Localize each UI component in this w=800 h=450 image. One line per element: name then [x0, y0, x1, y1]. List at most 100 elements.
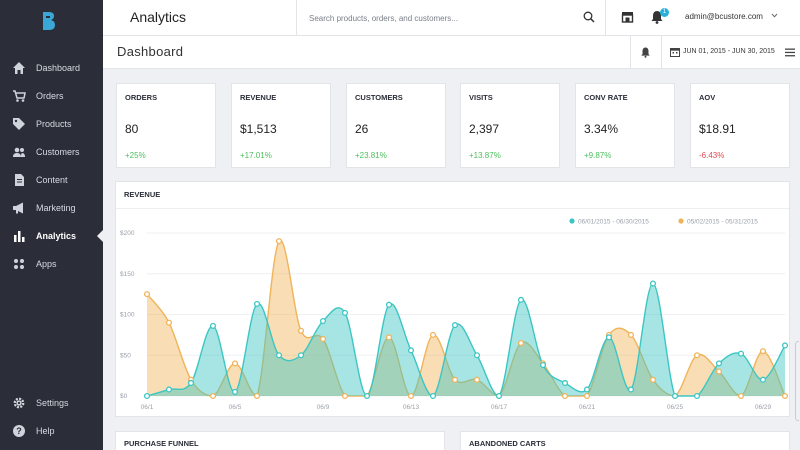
sidebar-item-content[interactable]: Content — [0, 169, 103, 191]
page-title: Dashboard — [117, 44, 184, 59]
kpi-label: CUSTOMERS — [355, 93, 403, 102]
notification-count-badge: 1 — [660, 8, 669, 17]
data-point — [407, 392, 415, 400]
kpi-card-customers[interactable]: CUSTOMERS 26 +23.81% — [346, 83, 446, 168]
data-point — [693, 392, 701, 400]
data-point — [473, 352, 481, 359]
sidebar-item-label: Content — [36, 175, 68, 185]
kpi-change: +13.87% — [469, 151, 501, 160]
data-point — [495, 392, 503, 400]
series-line-0 — [146, 282, 786, 397]
sidebar-item-marketing[interactable]: Marketing — [0, 197, 103, 219]
data-point — [473, 376, 481, 383]
data-point — [319, 335, 327, 343]
y-tick-label: $200 — [120, 230, 135, 237]
data-point — [715, 360, 723, 367]
sidebar-item-label: Help — [36, 426, 55, 436]
x-tick-label: 06/9 — [317, 404, 330, 411]
kpi-card-orders[interactable]: ORDERS 80 +25% — [116, 83, 216, 168]
kpi-value: 3.34% — [584, 122, 619, 136]
x-tick-label: 06/13 — [403, 404, 420, 411]
sidebar-item-apps[interactable]: Apps — [0, 253, 103, 275]
x-tick-label: 06/1 — [141, 404, 154, 411]
revenue-chart: $0 $50 $100 $150 $200 06/1 06/5 06/9 06/13 06/17 0… — [120, 218, 789, 411]
sidebar-item-help[interactable]: ? Help — [0, 420, 103, 442]
divider — [661, 36, 662, 69]
sidebar-item-orders[interactable]: Orders — [0, 85, 103, 107]
x-tick-label: 06/29 — [755, 404, 772, 411]
data-point — [737, 350, 745, 357]
scrollbar[interactable] — [795, 341, 799, 421]
data-point — [649, 280, 657, 287]
kpi-card-conv-rate[interactable]: CONV RATE 3.34% +9.87% — [575, 83, 675, 168]
data-point — [341, 309, 349, 316]
sidebar-item-label: Dashboard — [36, 63, 81, 73]
kpi-label: ORDERS — [125, 93, 158, 102]
data-point — [583, 392, 591, 400]
data-point — [451, 376, 459, 383]
data-point — [165, 386, 173, 393]
logo-icon[interactable] — [40, 10, 58, 32]
data-point — [429, 392, 437, 400]
data-point — [451, 322, 459, 329]
svg-text:?: ? — [16, 426, 22, 436]
data-point — [583, 386, 591, 393]
data-point — [187, 379, 195, 387]
kpi-card-aov[interactable]: AOV $18.91 -6.43% — [690, 83, 790, 168]
alert-bell-icon[interactable] — [641, 47, 650, 58]
sidebar-item-analytics[interactable]: Analytics — [0, 225, 103, 247]
kpi-card-revenue[interactable]: REVENUE $1,513 +17.01% — [231, 83, 331, 168]
sidebar-item-dashboard[interactable]: Dashboard — [0, 57, 103, 79]
home-icon — [12, 61, 26, 75]
y-tick-label: $50 — [120, 352, 131, 359]
sub-header: Dashboard JUN 01, 2015 - JUN 30, 2015 — [103, 36, 800, 69]
date-range-picker[interactable]: JUN 01, 2015 - JUN 30, 2015 — [683, 48, 775, 55]
divider — [630, 36, 631, 69]
data-point — [385, 334, 393, 341]
search-input[interactable] — [309, 10, 569, 26]
y-tick-label: $0 — [120, 393, 128, 400]
sidebar-item-products[interactable]: Products — [0, 113, 103, 135]
sidebar-item-settings[interactable]: Settings — [0, 392, 103, 414]
kpi-value: $18.91 — [699, 122, 736, 136]
top-bar: Analytics 1 admin@bcustore.com — [103, 0, 800, 36]
data-point — [693, 352, 701, 359]
calendar-icon[interactable] — [670, 47, 680, 57]
data-point — [275, 352, 283, 359]
series-area-1 — [147, 240, 785, 396]
notifications-bell-icon[interactable] — [651, 10, 663, 24]
kpi-change: +25% — [125, 151, 146, 160]
app-title: Analytics — [130, 9, 187, 25]
sidebar-item-label: Settings — [36, 398, 69, 408]
hamburger-menu-icon[interactable] — [785, 48, 795, 57]
legend-swatch — [569, 218, 575, 224]
data-point — [143, 392, 151, 400]
data-point — [363, 392, 371, 400]
sidebar-item-customers[interactable]: Customers — [0, 141, 103, 163]
divider — [116, 208, 789, 209]
data-point — [627, 386, 635, 393]
data-point — [561, 379, 569, 387]
abandoned-carts-card: ABANDONED CARTS — [460, 431, 790, 450]
y-tick-label: $100 — [120, 312, 135, 319]
purchase-funnel-title: PURCHASE FUNNEL — [124, 439, 199, 448]
kpi-change: +17.01% — [240, 151, 272, 160]
gear-icon — [12, 396, 26, 410]
y-tick-label: $150 — [120, 271, 135, 278]
kpi-label: CONV RATE — [584, 93, 628, 102]
cart-icon — [12, 89, 26, 103]
data-point — [715, 368, 723, 375]
data-point — [517, 296, 525, 303]
data-point — [385, 301, 393, 308]
search-icon[interactable] — [583, 11, 595, 23]
data-point — [759, 376, 767, 383]
kpi-label: AOV — [699, 93, 716, 102]
data-point — [429, 331, 437, 338]
kpi-card-visits[interactable]: VISITS 2,397 +13.87% — [460, 83, 560, 168]
revenue-chart-card: REVENUE $0 $50 $100 $150 $200 06/1 06/5 06/9 06/… — [115, 181, 790, 417]
storefront-icon[interactable] — [621, 11, 634, 23]
chart-title: REVENUE — [124, 190, 161, 199]
people-icon — [12, 145, 26, 159]
chevron-down-icon[interactable] — [771, 13, 778, 18]
user-email[interactable]: admin@bcustore.com — [685, 12, 763, 21]
